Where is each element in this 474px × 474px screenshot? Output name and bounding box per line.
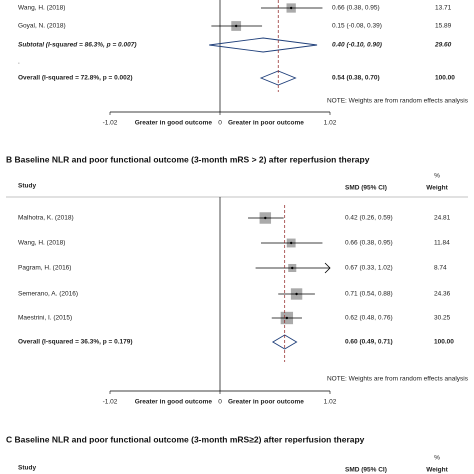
weight-label: 100.00 [434,339,454,346]
study-label: Wang, H. (2018) [18,5,65,12]
x-tick-label: 0 [218,120,222,127]
weight-label: 8.74 [434,265,447,272]
study-label: Malhotra, K. (2018) [18,215,74,222]
study-label: Goyal, N. (2018) [18,23,66,30]
x-label-left: Greater in good outcome [135,120,213,127]
x-tick-label: 0 [218,399,222,406]
x-label-left: Greater in good outcome [135,399,213,406]
x-tick-label: -1.02 [103,399,118,406]
weight-label: 15.89 [435,23,452,30]
pooled-diamond [271,334,298,350]
estimate-label: 0.60 (0.49, 0.71) [345,339,393,346]
study-label: Pagram, H. (2016) [18,265,71,272]
study-label: Overall (I-squared = 72.8%, p = 0.002) [18,75,133,82]
weight-label: 29.60 [434,42,452,49]
panel-title: C Baseline NLR and poor functional outco… [6,434,365,444]
note: NOTE: Weights are from random effects an… [327,376,469,383]
point-estimate [285,316,289,320]
study-label: . [18,59,20,66]
header-weight: Weight [426,467,448,474]
weight-label: 11.84 [434,240,450,247]
pooled-diamond [259,70,297,86]
study-label: Semerano, A. (2016) [18,291,78,298]
x-tick-label: 1.02 [324,120,337,127]
note: NOTE: Weights are from random effects an… [327,98,469,105]
header-estimate: SMD (95% CI) [345,467,387,474]
weight-label: 30.25 [434,315,451,322]
point-estimate [234,24,238,28]
weight-label: 24.36 [434,291,451,298]
estimate-label: 0.66 (0.38, 0.95) [345,240,393,247]
header-study: Study [18,465,36,472]
header-estimate: SMD (95% CI) [345,185,387,192]
point-estimate [289,241,293,245]
x-label-right: Greater in poor outcome [228,120,304,127]
header-study: Study [18,183,36,190]
estimate-label: 0.62 (0.48, 0.76) [345,315,393,322]
point-estimate [264,216,267,220]
study-label: Wang, H. (2018) [18,240,65,247]
estimate-label: 0.67 (0.33, 1.02) [345,265,393,272]
x-label-right: Greater in poor outcome [228,399,304,406]
point-estimate [295,292,298,296]
study-label: Maestrini, I. (2015) [18,315,72,322]
estimate-label: 0.66 (0.38, 0.95) [332,5,380,12]
point-estimate [291,266,294,270]
ci-arrow [324,262,331,274]
study-label: Subtotal (I-squared = 86.3%, p = 0.007) [18,42,136,49]
estimate-label: 0.42 (0.26, 0.59) [345,215,393,222]
estimate-label: 0.40 (-0.10, 0.90) [332,42,382,49]
estimate-label: 0.71 (0.54, 0.88) [345,291,393,298]
header-weight: Weight [426,185,448,192]
weight-label: 24.81 [434,215,451,222]
x-tick-label: -1.02 [103,120,118,127]
estimate-label: 0.15 (-0.08, 0.39) [332,23,382,30]
point-estimate [289,6,293,10]
header-percent: % [434,455,440,462]
pooled-diamond [209,37,318,53]
weight-label: 13.71 [435,5,452,12]
panel-title: B Baseline NLR and poor functional outco… [6,154,370,164]
weight-label: 100.00 [435,75,455,82]
x-tick-label: 1.02 [324,399,337,406]
study-label: Overall (I-squared = 36.3%, p = 0.179) [18,339,133,346]
estimate-label: 0.54 (0.38, 0.70) [332,75,380,82]
header-percent: % [434,173,440,180]
